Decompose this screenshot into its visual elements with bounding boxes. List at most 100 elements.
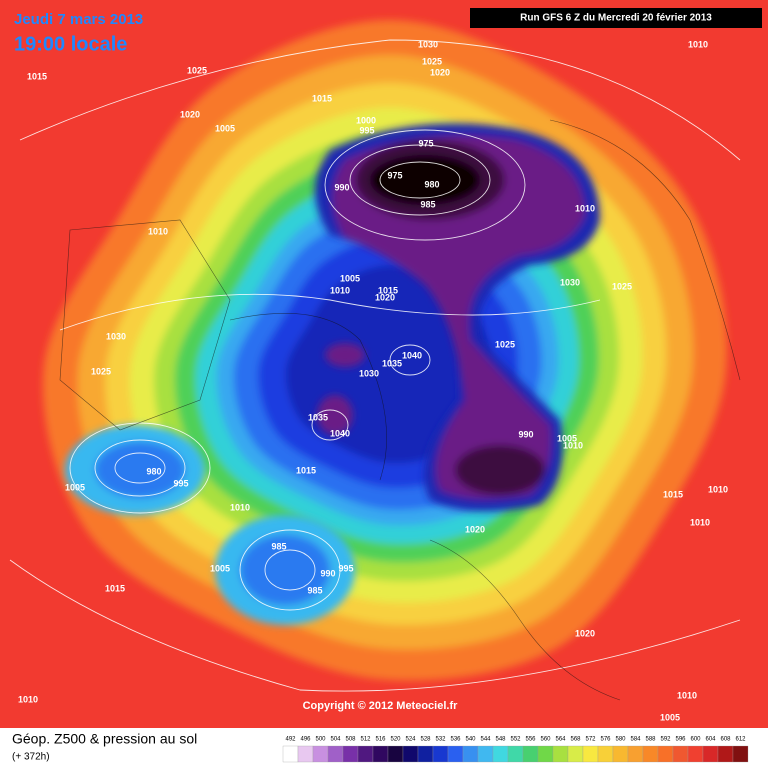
- scale-label: 548: [495, 737, 506, 743]
- scale-swatch: [537, 745, 554, 763]
- isobar-label: 1015: [105, 583, 125, 593]
- scale-label: 532: [435, 737, 446, 743]
- isobar-label: 990: [334, 182, 349, 192]
- footer-title: Géop. Z500 & pression au sol: [12, 731, 197, 747]
- scale-swatch: [297, 745, 314, 763]
- scale-label: 604: [705, 737, 716, 743]
- scale-label: 508: [345, 737, 356, 743]
- isobars: [9, 39, 741, 692]
- scale-label: 592: [660, 737, 671, 743]
- scale-swatch: [432, 745, 449, 763]
- scale-swatch: [447, 745, 464, 763]
- isobar-label: 1005: [210, 563, 230, 573]
- scale-swatch: [507, 745, 524, 763]
- isobar-label: 995: [359, 125, 374, 135]
- isobar-label: 1020: [465, 524, 485, 534]
- isobar-label: 980: [146, 466, 161, 476]
- scale-label: 528: [420, 737, 431, 743]
- isobar-label: 1010: [708, 484, 728, 494]
- isobar-label: 1030: [106, 331, 126, 341]
- isobar-label: 1005: [340, 273, 360, 283]
- isobar-label: 1000: [356, 115, 376, 125]
- scale-swatch: [312, 745, 329, 763]
- isobar-label: 985: [271, 541, 286, 551]
- isobar-label: 1020: [180, 109, 200, 119]
- isobar-label: 1030: [560, 277, 580, 287]
- isobar-label: 1010: [690, 517, 710, 527]
- isobar-label: 995: [173, 478, 188, 488]
- isobar-label: 1010: [330, 285, 350, 295]
- scale-label: 560: [540, 737, 551, 743]
- isobar-label: 990: [320, 568, 335, 578]
- scale-swatch: [492, 745, 509, 763]
- scale-swatch: [597, 745, 614, 763]
- isobar-label: 975: [387, 170, 402, 180]
- scale-swatch: [552, 745, 569, 763]
- isobar-label: 985: [420, 199, 435, 209]
- isobar-label: 1025: [187, 65, 207, 75]
- scale-swatch: [717, 745, 734, 763]
- run-info: Run GFS 6 Z du Mercredi 20 février 2013: [520, 13, 712, 24]
- scale-label: 496: [300, 737, 311, 743]
- scale-label: 580: [615, 737, 626, 743]
- color-scale: 492 496 500 504 508 512 516 520 524 528 532 536 540 5…: [282, 737, 749, 763]
- scale-swatch: [687, 745, 704, 763]
- scale-label: 576: [600, 737, 611, 743]
- scale-label: 516: [375, 737, 386, 743]
- isobar-label: 1010: [575, 203, 595, 213]
- scale-swatch: [462, 745, 479, 763]
- scale-swatch: [612, 745, 629, 763]
- isobar-label: 980: [424, 179, 439, 189]
- scale-label: 512: [360, 737, 371, 743]
- scale-swatch: [522, 745, 539, 763]
- scale-swatch: [417, 745, 434, 763]
- scale-label: 584: [630, 737, 641, 743]
- geopotential-detail: [65, 123, 600, 625]
- isobar-label: 1015: [378, 285, 398, 295]
- forecast-lead: (+ 372h): [12, 752, 50, 763]
- scale-label: 588: [645, 737, 656, 743]
- isobar-label: 1005: [215, 123, 235, 133]
- scale-label: 596: [675, 737, 686, 743]
- date: Jeudi 7 mars 2013: [14, 11, 143, 28]
- scale-swatch: [627, 745, 644, 763]
- scale-swatch: [582, 745, 599, 763]
- scale-swatch: [387, 745, 404, 763]
- isobar-label: 1015: [27, 71, 47, 81]
- isobar-label: 1010: [688, 39, 708, 49]
- isobar-label: 1010: [148, 226, 168, 236]
- isobar-label: 1035: [382, 358, 402, 368]
- scale-label: 504: [330, 737, 341, 743]
- scale-swatch: [372, 745, 389, 763]
- scale-label: 568: [570, 737, 581, 743]
- isobar-label: 975: [418, 138, 433, 148]
- scale-label: 600: [690, 737, 701, 743]
- isobar-label: 1010: [230, 502, 250, 512]
- scale-label: 556: [525, 737, 536, 743]
- copyright: Copyright © 2012 Meteociel.fr: [303, 700, 459, 712]
- scale-label: 552: [510, 737, 521, 743]
- local-time: 19:00 locale: [14, 33, 127, 55]
- isobar-label: 1015: [296, 465, 316, 475]
- scale-swatch: [282, 745, 299, 763]
- scale-swatch: [732, 745, 749, 763]
- scale-swatch: [702, 745, 719, 763]
- scale-swatch: [342, 745, 359, 763]
- scale-label: 564: [555, 737, 566, 743]
- scale-swatch: [642, 745, 659, 763]
- isobar-label: 1040: [330, 428, 350, 438]
- isobar-label: 1030: [359, 368, 379, 378]
- isobar-label: 1025: [612, 281, 632, 291]
- isobar-label: 1010: [563, 440, 583, 450]
- isobar-label: 985: [307, 585, 322, 595]
- isobar-label: 1020: [430, 67, 450, 77]
- scale-label: 520: [390, 737, 401, 743]
- isobar-labels: 1030 1025 1020 1010 1015 1025 1020 1005 1015 1000…: [18, 39, 728, 722]
- scale-swatch: [567, 745, 584, 763]
- isobar-label: 1040: [402, 350, 422, 360]
- scale-swatch: [477, 745, 494, 763]
- scale-label: 612: [735, 737, 746, 743]
- run-banner: [470, 8, 762, 28]
- scale-label: 492: [285, 737, 296, 743]
